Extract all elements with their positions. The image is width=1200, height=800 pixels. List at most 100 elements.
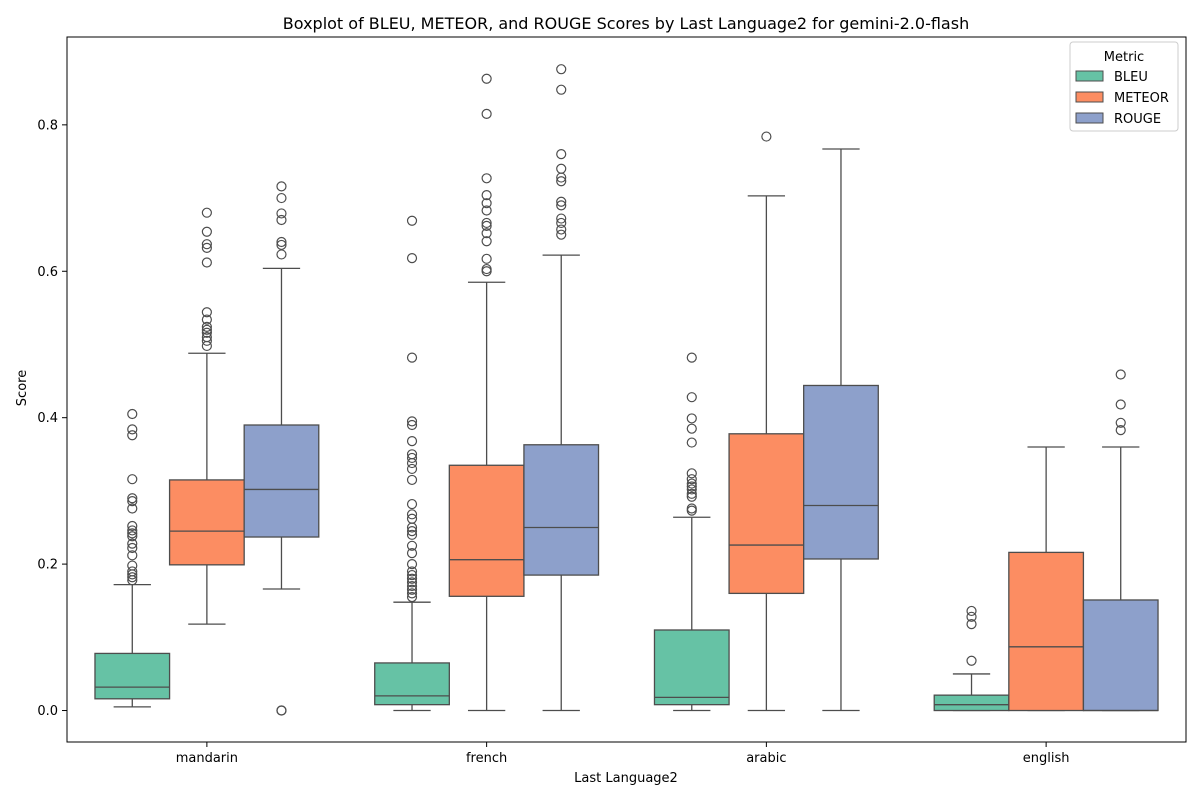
outlier-point <box>686 352 697 363</box>
legend-swatch <box>1075 91 1104 103</box>
box-group <box>94 408 171 708</box>
outlier-point <box>276 214 287 226</box>
box-iqr <box>728 433 805 595</box>
outlier-point <box>201 207 212 218</box>
outlier-point <box>481 217 492 229</box>
outlier-point <box>556 200 567 211</box>
outlier-point <box>201 314 212 325</box>
box-group <box>803 148 879 712</box>
outlier-point <box>406 509 418 520</box>
box-group <box>168 207 245 625</box>
outlier-point <box>686 468 697 479</box>
box-iqr <box>1082 599 1159 712</box>
box-iqr <box>94 652 171 700</box>
outlier-point <box>127 474 138 485</box>
x-tick-label: mandarin <box>176 751 238 766</box>
outlier-point <box>481 266 492 277</box>
outlier-point <box>406 569 418 581</box>
outlier-point <box>276 208 287 219</box>
outlier-point <box>406 449 418 460</box>
y-tick-label: 0.8 <box>37 118 58 133</box>
box-group <box>728 131 805 712</box>
outlier-point <box>761 131 772 142</box>
outlier-point <box>1115 399 1126 410</box>
outlier-point <box>127 525 138 536</box>
box-iqr <box>933 694 1010 712</box>
outlier-point <box>127 496 138 507</box>
outlier-point <box>966 655 977 666</box>
outlier-point <box>201 327 212 338</box>
outlier-point <box>686 413 697 424</box>
outlier-point <box>276 239 287 251</box>
outlier-point <box>201 257 212 268</box>
outlier-point <box>481 253 492 264</box>
outlier-point <box>481 228 492 239</box>
box-group <box>653 352 730 712</box>
x-axis: mandarin french arabic english <box>176 742 1069 766</box>
outlier-point <box>966 611 977 622</box>
outlier-point <box>406 463 418 475</box>
outlier-point <box>406 352 418 363</box>
outlier-point <box>406 584 418 595</box>
outlier-point <box>686 437 697 448</box>
legend-swatch <box>1075 70 1104 82</box>
outlier-point <box>127 493 138 504</box>
box-iqr <box>448 464 525 597</box>
outlier-point <box>1115 417 1126 428</box>
box-iqr <box>374 662 450 706</box>
y-tick-label: 0.0 <box>37 704 58 719</box>
outlier-point <box>406 573 418 584</box>
chart-title: Boxplot of BLEU, METEOR, and ROUGE Score… <box>283 14 969 33</box>
outlier-point <box>127 566 138 577</box>
outlier-point <box>406 252 418 264</box>
outlier-point <box>556 84 567 95</box>
outlier-point <box>276 249 287 260</box>
outlier-point <box>406 580 418 592</box>
outlier-point <box>556 229 567 240</box>
outlier-point <box>127 542 138 554</box>
box-group <box>1008 446 1085 712</box>
outlier-point <box>127 538 138 549</box>
outlier-point <box>481 205 492 216</box>
outlier-point <box>556 196 567 207</box>
outlier-point <box>481 73 492 84</box>
outlier-point <box>127 560 138 571</box>
outlier-point <box>406 436 418 447</box>
legend-swatch <box>1075 112 1104 124</box>
outlier-point <box>556 64 567 75</box>
outlier-point <box>406 526 418 537</box>
outlier-point <box>556 149 567 160</box>
outlier-point <box>201 324 212 335</box>
outlier-point <box>686 392 697 403</box>
outlier-point <box>481 108 492 119</box>
outlier-point <box>201 307 212 318</box>
outlier-point <box>481 220 492 231</box>
x-tick-label: arabic <box>746 751 786 766</box>
outlier-point <box>406 419 418 431</box>
outlier-point <box>686 481 697 492</box>
outlier-point <box>276 181 287 192</box>
y-tick-label: 0.6 <box>37 265 58 280</box>
x-tick-label: french <box>466 751 507 766</box>
outlier-point <box>406 529 418 540</box>
outlier-point <box>686 474 697 485</box>
outlier-point <box>481 190 492 201</box>
outlier-point <box>127 528 138 539</box>
outlier-point <box>127 550 138 561</box>
legend-label: BLEU <box>1114 70 1148 85</box>
outlier-point <box>1115 369 1126 380</box>
outlier-point <box>686 488 697 499</box>
legend-title: Metric <box>1104 50 1144 65</box>
outlier-point <box>201 239 212 250</box>
outlier-point <box>406 498 418 510</box>
outlier-point <box>276 192 287 204</box>
plot-frame <box>66 36 1187 743</box>
outlier-point <box>966 605 977 617</box>
box-group <box>374 215 450 712</box>
outlier-point <box>127 572 138 583</box>
outlier-point <box>481 236 492 247</box>
outlier-point <box>686 478 697 489</box>
y-tick-label: 0.4 <box>37 411 58 426</box>
legend-frame <box>1069 41 1179 132</box>
